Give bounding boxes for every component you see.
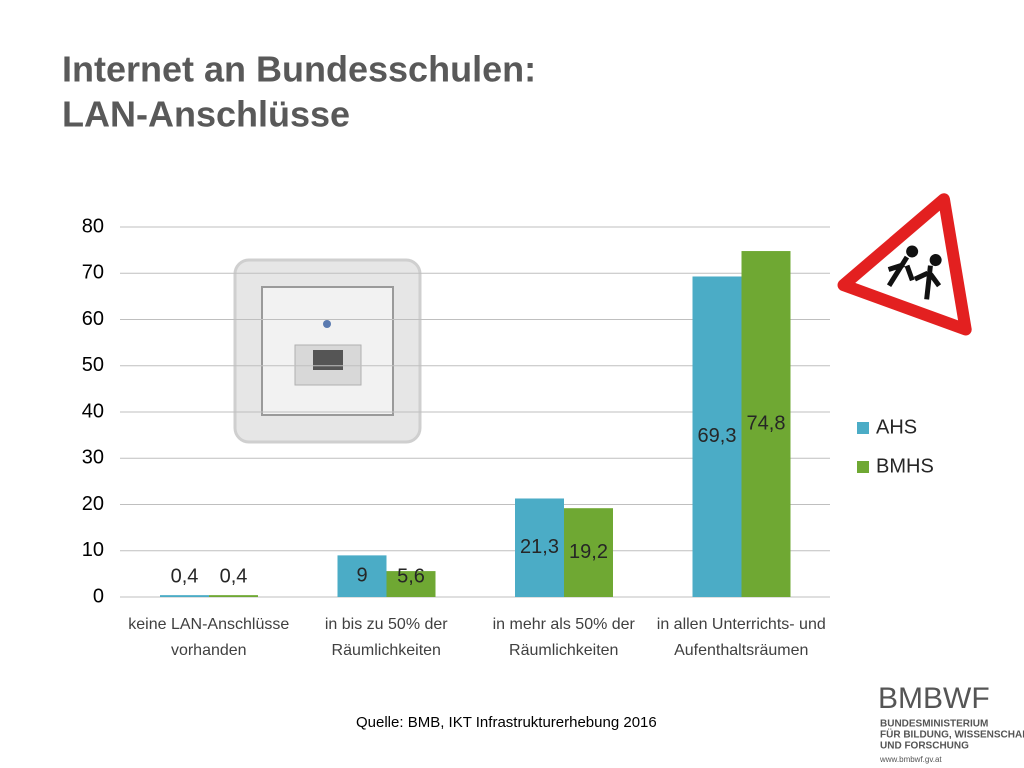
bar xyxy=(564,508,613,597)
logo-name: BMBWF xyxy=(878,682,990,715)
value-label: 9 xyxy=(356,564,367,586)
value-label: 19,2 xyxy=(569,541,608,563)
logo-url: www.bmbwf.gv.at xyxy=(879,755,942,764)
legend-swatch xyxy=(857,422,869,434)
value-label: 5,6 xyxy=(397,565,425,587)
bar xyxy=(515,498,564,597)
bar xyxy=(692,276,742,597)
title: LAN-Anschlüsse xyxy=(62,94,350,135)
logo-line: UND FORSCHUNG xyxy=(880,741,969,752)
y-tick-label: 10 xyxy=(82,539,104,561)
y-tick-label: 0 xyxy=(93,585,104,607)
value-label: 0,4 xyxy=(220,565,248,587)
y-tick-label: 70 xyxy=(82,262,104,284)
logo-line: FÜR BILDUNG, WISSENSCHAFT xyxy=(880,728,1024,741)
y-tick-label: 80 xyxy=(82,215,104,237)
value-label: 74,8 xyxy=(747,412,786,434)
x-tick-label: in bis zu 50% der Räumlichkeiten xyxy=(324,616,448,659)
bar xyxy=(741,251,791,598)
value-label: 21,3 xyxy=(520,536,559,558)
x-tick-label: keine LAN-Anschlüsse vorhanden xyxy=(128,616,290,659)
socket-image xyxy=(233,258,422,444)
bar xyxy=(160,595,209,597)
x-tick-label: in allen Unterrichts- und Aufenthaltsräu… xyxy=(656,616,826,659)
title: Internet an Bundesschulen: xyxy=(62,49,536,90)
bar xyxy=(209,595,258,597)
legend-label: AHS xyxy=(876,416,917,438)
logo-line: BUNDESMINISTERIUM xyxy=(880,719,988,730)
logo: BMBWF BUNDESMINISTERIUM FÜR BILDUNG, WIS… xyxy=(878,682,1024,764)
bar xyxy=(386,571,436,597)
warning-sign xyxy=(837,193,972,336)
source: Quelle: BMB, IKT Infrastrukturerhebung 2… xyxy=(356,714,657,731)
legend-swatch xyxy=(857,461,869,473)
y-tick-label: 50 xyxy=(82,354,104,376)
value-label: 0,4 xyxy=(171,565,199,587)
y-tick-label: 20 xyxy=(82,493,104,515)
y-tick-label: 40 xyxy=(82,400,104,422)
value-label: 69,3 xyxy=(698,425,737,447)
legend-label: BMHS xyxy=(876,455,934,477)
y-tick-label: 60 xyxy=(82,308,104,330)
bar xyxy=(337,555,387,597)
x-tick-label: in mehr als 50% der Räumlichkeiten xyxy=(492,616,635,659)
y-tick-label: 30 xyxy=(82,447,104,469)
